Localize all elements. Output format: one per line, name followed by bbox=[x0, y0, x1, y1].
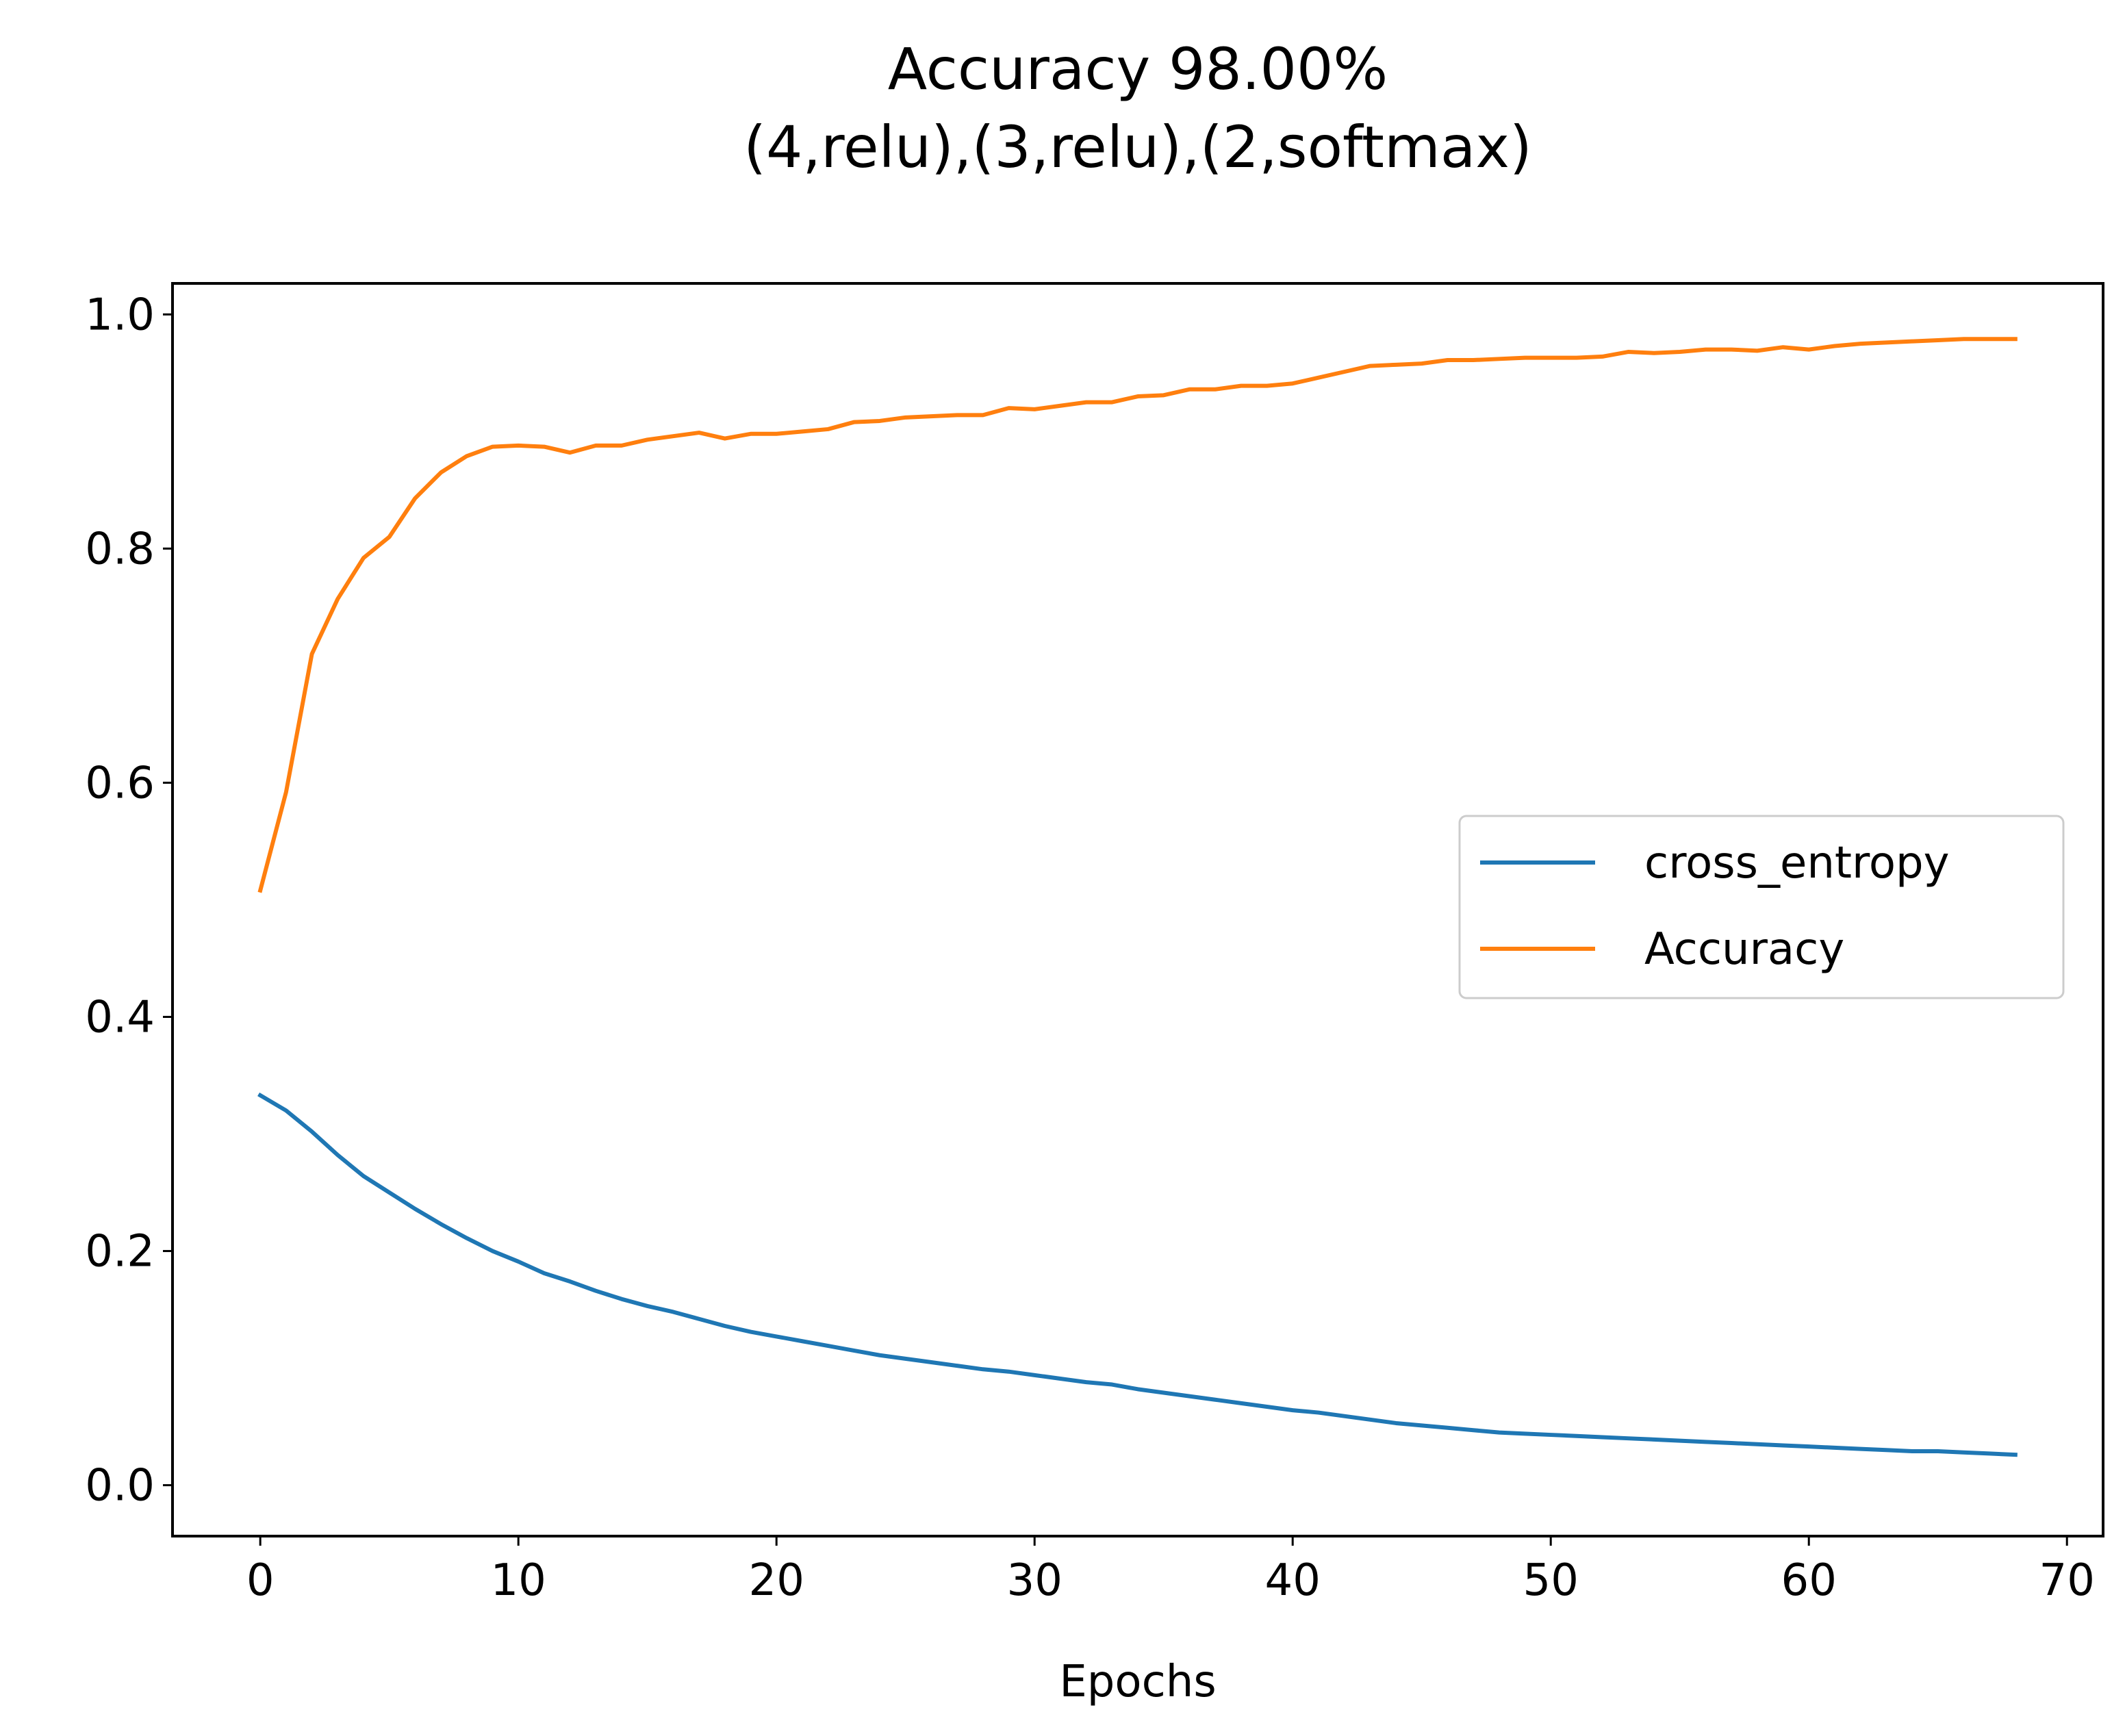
chart-title: Accuracy 98.00% bbox=[888, 36, 1388, 103]
x-tick-label: 50 bbox=[1523, 1555, 1578, 1606]
y-tick-label: 0.2 bbox=[85, 1227, 155, 1277]
y-tick-label: 0.4 bbox=[85, 992, 155, 1043]
x-tick-label: 10 bbox=[490, 1555, 546, 1606]
plot-frame bbox=[171, 282, 2104, 1537]
x-tick-label: 40 bbox=[1264, 1555, 1320, 1606]
chart-subtitle: (4,relu),(3,relu),(2,softmax) bbox=[743, 114, 1532, 181]
series-line-cross-entropy bbox=[257, 1092, 2018, 1457]
x-tick-label: 30 bbox=[1006, 1555, 1062, 1606]
x-axis-label: Epochs bbox=[1059, 1657, 1216, 1707]
legend: cross_entropy Accuracy bbox=[1458, 815, 2065, 999]
legend-label-accuracy: Accuracy bbox=[1644, 924, 1844, 975]
y-tick-label: 1.0 bbox=[85, 290, 155, 340]
legend-box bbox=[1458, 815, 2065, 999]
y-tick-label: 0.0 bbox=[85, 1461, 155, 1511]
legend-label-cross-entropy: cross_entropy bbox=[1644, 838, 1950, 889]
y-tick-label: 0.6 bbox=[85, 758, 155, 808]
y-tick-label: 0.8 bbox=[85, 524, 155, 574]
tick-layer: 0 10 20 30 40 50 60 70 0.0 0.2 0.4 0.6 0.8 1.0 bbox=[85, 290, 2095, 1606]
x-tick-label: 60 bbox=[1781, 1555, 1836, 1606]
x-tick-label: 20 bbox=[748, 1555, 804, 1606]
x-tick-label: 0 bbox=[246, 1555, 275, 1606]
series-layer bbox=[257, 337, 2018, 1457]
x-tick-label: 70 bbox=[2039, 1555, 2095, 1606]
series-line-accuracy bbox=[257, 337, 2018, 893]
